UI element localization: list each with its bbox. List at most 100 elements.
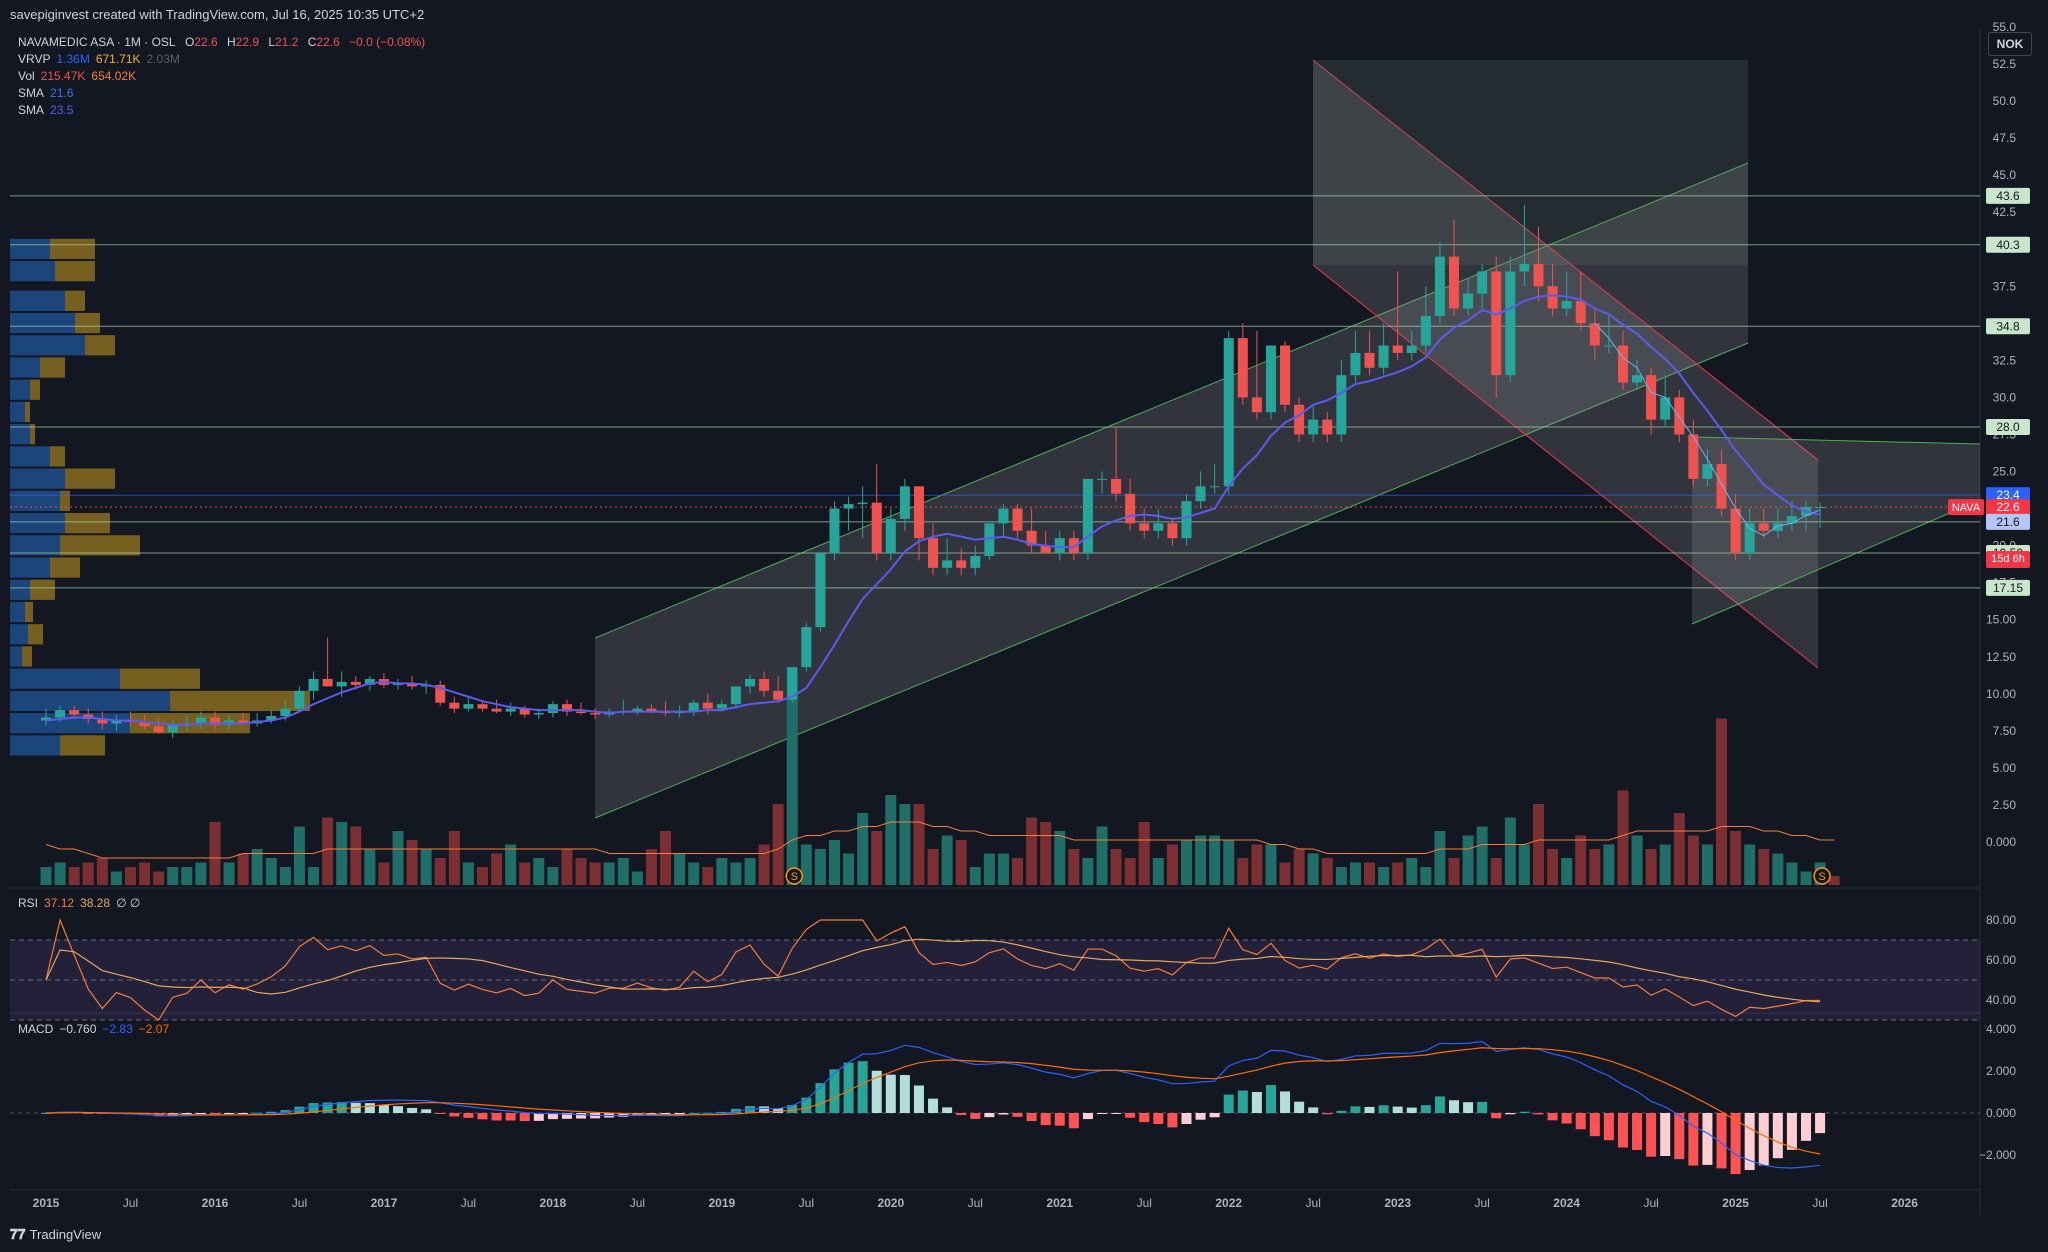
volume-bar <box>462 862 474 885</box>
channel-lower-line <box>1691 499 1981 625</box>
ohlc-high: 22.9 <box>235 35 260 49</box>
split-marker-label: S <box>791 871 798 883</box>
candle-body <box>1195 486 1206 502</box>
profile-bar-up <box>10 512 65 534</box>
price-tick-label: 52.5 <box>1993 57 2017 71</box>
time-tick-label: 2022 <box>1215 1196 1242 1210</box>
profile-bar-down <box>120 668 200 689</box>
macd-histogram-bar <box>224 1113 235 1114</box>
volume-bar <box>800 844 812 885</box>
candle-body <box>857 502 868 505</box>
volume-bar <box>786 669 798 885</box>
candle-body <box>702 702 713 709</box>
macd-histogram-bar <box>1786 1113 1797 1150</box>
vrvp-up: 1.36M <box>56 52 90 66</box>
profile-bar-up <box>10 624 28 645</box>
profile-bar-down <box>60 735 105 756</box>
macd-label: MACD <box>18 1022 54 1036</box>
currency-button[interactable]: NOK <box>1988 32 2032 56</box>
vol-legend[interactable]: Vol 215.47K 654.02K <box>18 68 425 85</box>
macd-legend[interactable]: MACD −0.760 −2.83 −2.07 <box>18 1022 169 1036</box>
candle-body <box>1223 338 1234 487</box>
volume-bar <box>983 853 995 885</box>
profile-bar-down <box>50 238 95 260</box>
candle-body <box>336 681 347 687</box>
macd-histogram-bar <box>1505 1113 1516 1115</box>
volume-bar <box>1687 835 1699 885</box>
candle-body <box>1815 507 1826 509</box>
ohlc-high-key: H <box>226 35 236 49</box>
volume-bar <box>1758 849 1770 885</box>
macd-histogram-bar <box>1449 1100 1459 1113</box>
ohlc-close-key: C <box>307 35 317 49</box>
candle-body <box>1082 478 1093 554</box>
macd-histogram-bar <box>1406 1107 1417 1113</box>
candle-body <box>195 717 206 724</box>
candle-body <box>449 702 460 709</box>
sma-slow-line <box>45 294 1821 726</box>
volume-bar <box>308 867 320 885</box>
volume-bar <box>1180 840 1192 885</box>
volume-bar <box>941 835 953 885</box>
macd-histogram-bar <box>195 1113 206 1114</box>
footer-brand[interactable]: 𝟕𝟕 TradingView <box>10 1226 101 1243</box>
price-tick-label: 37.5 <box>1993 279 2017 293</box>
macd-histogram-bar <box>899 1075 910 1113</box>
candle-body <box>1111 478 1122 494</box>
candle-body <box>364 678 375 685</box>
macd-histogram-bar <box>266 1111 277 1113</box>
profile-bar-down <box>60 490 70 511</box>
time-tick-label: Jul <box>799 1196 814 1210</box>
time-tick-label: 2016 <box>202 1196 229 1210</box>
profile-bar-down <box>50 446 65 467</box>
vol-label: Vol <box>18 69 35 83</box>
candle-body <box>928 538 939 568</box>
macd-histogram-bar <box>674 1113 685 1115</box>
candle-body <box>1463 293 1474 309</box>
profile-bar-down <box>65 512 110 534</box>
candle-body <box>1744 523 1755 554</box>
volume-bar <box>1209 835 1221 885</box>
volume-bar <box>1448 858 1460 885</box>
macd-histogram-bar <box>463 1113 474 1118</box>
macd-histogram-bar <box>209 1113 220 1114</box>
candle-body <box>111 720 122 724</box>
candle-body <box>1688 434 1699 479</box>
sma1-legend[interactable]: SMA 21.6 <box>18 85 425 102</box>
vrvp-legend[interactable]: VRVP 1.36M 671.71K 2.03M <box>18 51 425 68</box>
volume-bar <box>603 862 615 885</box>
profile-bar-down <box>65 468 115 489</box>
volume-bar <box>1828 876 1840 885</box>
macd-histogram-bar <box>984 1113 995 1118</box>
macd-tick-label: 0.000 <box>1986 1106 2016 1120</box>
candle-body <box>913 486 924 539</box>
rsi-ma-value: 38.28 <box>80 896 111 910</box>
sma2-label: SMA <box>18 103 45 117</box>
rsi-label: RSI <box>18 896 39 910</box>
volume-bar <box>758 844 770 885</box>
time-tick-label: Jul <box>1643 1196 1658 1210</box>
candle-body <box>322 678 333 687</box>
candle-body <box>1772 523 1783 531</box>
rsi-legend[interactable]: RSI 37.12 38.28 ∅ ∅ <box>18 896 140 910</box>
price-label-box <box>1986 187 2030 204</box>
candle-body <box>41 717 51 721</box>
candle-body <box>1561 301 1572 309</box>
profile-bar-up <box>10 601 25 623</box>
volume-bar <box>82 862 94 885</box>
volume-bar <box>153 871 165 885</box>
volume-bar <box>181 867 193 885</box>
candle-body <box>1336 375 1347 435</box>
macd-histogram-bar <box>970 1113 981 1119</box>
symbol-name[interactable]: NAVAMEDIC ASA · 1M · OSL <box>18 35 176 49</box>
symbol-row: NAVAMEDIC ASA · 1M · OSL O22.6 H22.9 L21… <box>18 34 425 51</box>
candle-body <box>308 678 319 691</box>
macd-histogram-bar <box>1054 1113 1065 1126</box>
sma2-legend[interactable]: SMA 23.5 <box>18 102 425 119</box>
macd-histogram-bar <box>1744 1113 1755 1171</box>
candle-body <box>745 678 755 687</box>
candle-body <box>1294 404 1305 435</box>
volume-bar <box>575 858 587 885</box>
macd-histogram-bar <box>547 1113 558 1120</box>
